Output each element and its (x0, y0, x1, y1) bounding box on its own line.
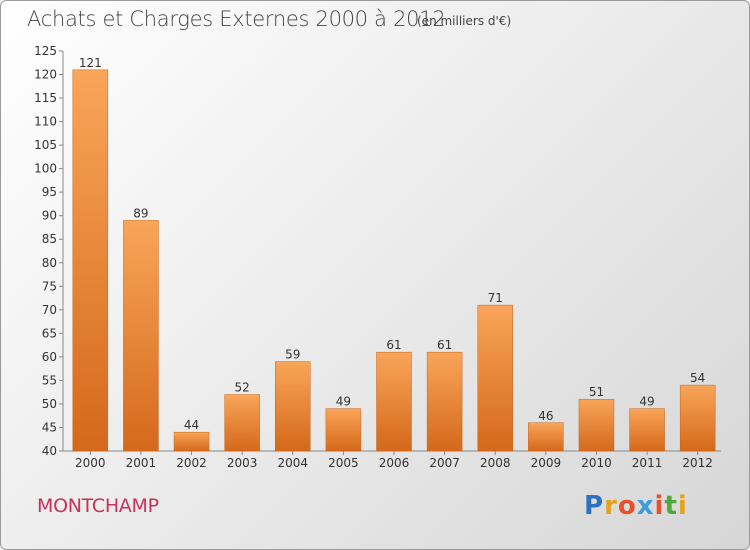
data-label-2012: 54 (690, 371, 705, 385)
chart-title: Achats et Charges Externes 2000 à 2012 (27, 7, 446, 31)
x-tick-label-2010: 2010 (581, 456, 612, 470)
y-tick-label: 70 (42, 303, 57, 317)
logo-letter: P (584, 491, 605, 521)
x-tick-label-2008: 2008 (480, 456, 511, 470)
data-label-2007: 61 (437, 338, 452, 352)
y-tick-label: 100 (34, 162, 57, 176)
bar-2008 (477, 304, 513, 452)
bar-2012 (679, 384, 716, 452)
proxiti-logo: Proxiti (584, 491, 688, 521)
x-tick-label-2012: 2012 (682, 456, 713, 470)
data-label-2004: 59 (285, 348, 300, 362)
x-tick-label-2001: 2001 (126, 456, 157, 470)
x-tick-label-2007: 2007 (429, 456, 460, 470)
bar-2004 (275, 361, 311, 452)
data-label-2011: 49 (639, 395, 654, 409)
data-label-2002: 44 (184, 418, 199, 432)
logo-letter: x (636, 491, 655, 521)
bar-2011 (629, 408, 665, 452)
data-label-2003: 52 (235, 381, 250, 395)
logo-letter: t (664, 491, 678, 521)
data-label-2008: 71 (488, 291, 503, 305)
y-tick-label: 80 (42, 256, 57, 270)
y-tick-label: 120 (34, 68, 57, 82)
x-tick-label-2002: 2002 (176, 456, 207, 470)
bar-2001 (123, 220, 159, 452)
y-tick-label: 55 (42, 373, 57, 387)
x-tick-label-2000: 2000 (75, 456, 106, 470)
y-tick-label: 75 (42, 279, 57, 293)
y-tick-label: 95 (42, 185, 57, 199)
y-tick-label: 45 (42, 420, 57, 434)
logo-letter: r (604, 491, 618, 521)
y-tick-label: 60 (42, 350, 57, 364)
bar-2003 (224, 394, 260, 452)
bar-2009 (528, 422, 564, 452)
data-label-2000: 121 (79, 56, 102, 70)
y-tick-label: 115 (34, 91, 57, 105)
bar-2005 (325, 408, 362, 452)
data-label-2010: 51 (589, 385, 604, 399)
x-tick-label-2006: 2006 (379, 456, 410, 470)
data-label-2005: 49 (336, 395, 351, 409)
x-tick-label-2009: 2009 (531, 456, 562, 470)
bar-2006 (376, 351, 412, 452)
y-tick-label: 125 (34, 44, 57, 58)
y-tick-label: 105 (34, 138, 57, 152)
logo-letter: i (677, 491, 688, 521)
data-label-2006: 61 (386, 338, 401, 352)
y-tick-label: 85 (42, 232, 57, 246)
chart-unit: (en milliers d'€) (417, 14, 512, 28)
bar-2007 (426, 351, 463, 452)
y-tick-label: 110 (34, 115, 57, 129)
logo-letter: i (654, 491, 665, 521)
y-tick-label: 90 (42, 209, 57, 223)
data-label-2009: 46 (538, 409, 553, 423)
x-tick-label-2005: 2005 (328, 456, 359, 470)
logo-letter: o (617, 491, 637, 521)
place-name: MONTCHAMP (37, 495, 159, 517)
x-tick-label-2011: 2011 (632, 456, 663, 470)
x-tick-label-2003: 2003 (227, 456, 258, 470)
bar-2010 (578, 398, 615, 452)
y-tick-label: 50 (42, 397, 57, 411)
data-label-2001: 89 (133, 206, 148, 220)
x-tick-label-2004: 2004 (277, 456, 308, 470)
bar-2002 (173, 431, 210, 452)
bar-2000 (72, 69, 109, 452)
y-tick-label: 40 (42, 444, 57, 458)
y-tick-label: 65 (42, 326, 57, 340)
